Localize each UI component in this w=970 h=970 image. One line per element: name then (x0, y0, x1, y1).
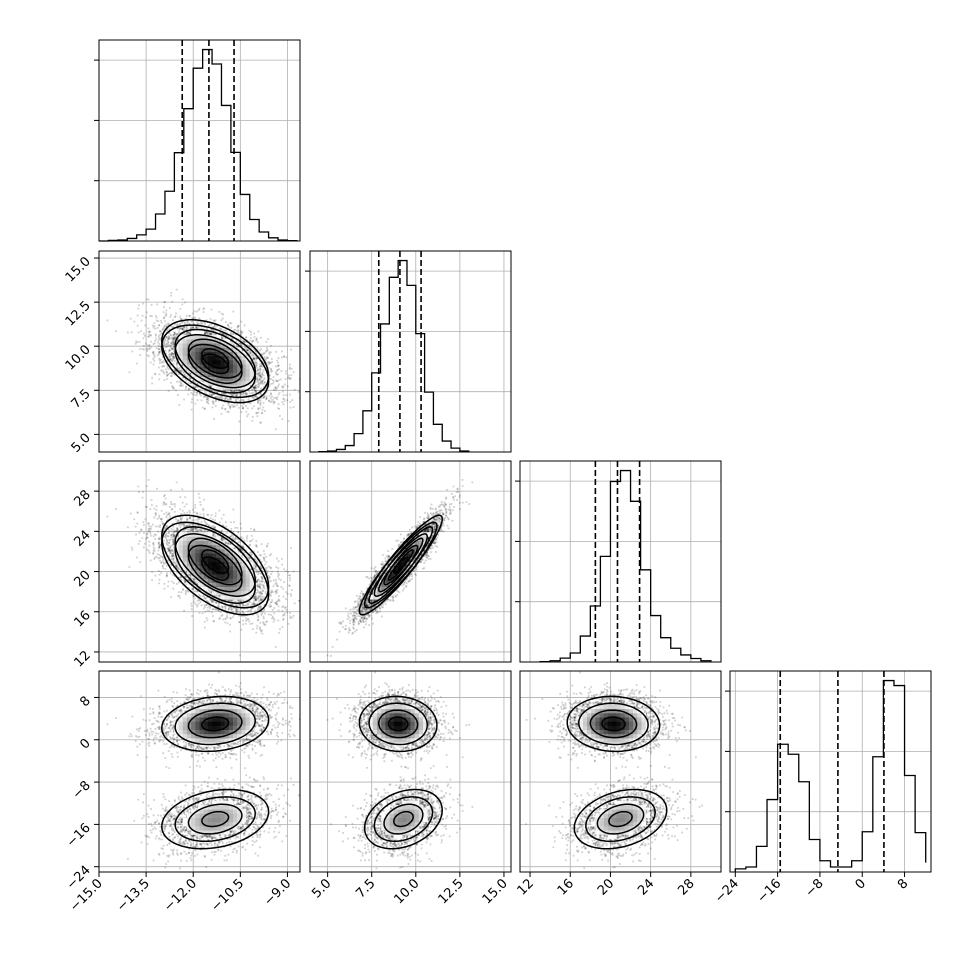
panel-3-2 (519, 670, 722, 873)
panel-1-1 (305, 250, 512, 453)
y-tick-label: 8 (77, 694, 93, 710)
x-tick-label: 10.0 (392, 876, 423, 907)
y-tick-label: 15.0 (63, 254, 94, 285)
panel-frame (519, 460, 722, 663)
panel-3-0 (98, 670, 301, 873)
panel-2-2 (515, 460, 722, 663)
panel-3-1 (309, 670, 512, 873)
panel-frame (98, 250, 301, 453)
x-tick-label: 0 (853, 876, 869, 892)
contour-lines (358, 514, 443, 616)
y-tick-label: −16 (64, 821, 94, 851)
panel-0-0 (94, 39, 301, 242)
contour-lines (161, 319, 270, 404)
x-tick-label: −16 (754, 876, 784, 906)
y-tick-label: 28 (72, 487, 94, 509)
panel-frame (519, 670, 722, 873)
x-tick-label: 16 (555, 876, 577, 898)
panel-frame (98, 670, 301, 873)
scatter-points (326, 671, 474, 870)
histogram-step (734, 679, 927, 872)
x-tick-label: 7.5 (353, 876, 378, 901)
x-tick-label: −24 (712, 876, 742, 906)
histogram-step (539, 469, 712, 663)
x-tick-label: 28 (675, 876, 697, 898)
contour-lines (358, 695, 443, 850)
histogram-step (99, 48, 298, 242)
x-tick-label: −8 (803, 876, 827, 900)
y-tick-label: 24 (72, 528, 94, 550)
y-tick-label: 12.5 (63, 298, 94, 329)
y-tick-label: 20 (72, 568, 94, 590)
x-tick-label: −10.5 (208, 876, 247, 915)
panel-2-0 (98, 460, 301, 663)
contour-lines (161, 514, 270, 616)
contour-lines (566, 695, 668, 850)
x-tick-label: −13.5 (114, 876, 153, 915)
x-tick-label: −9.0 (261, 876, 294, 909)
density-cells (578, 704, 651, 839)
panel-frame (98, 39, 301, 242)
x-tick-label: −12.0 (161, 876, 200, 915)
y-tick-label: −8 (70, 778, 94, 802)
x-tick-label: 20 (595, 876, 617, 898)
x-tick-label: 12.5 (436, 876, 467, 907)
x-tick-label: 5.0 (309, 876, 334, 901)
panel-1-0 (98, 250, 301, 453)
y-tick-label: 10.0 (63, 342, 94, 373)
x-tick-label: 12 (515, 876, 537, 898)
contour-lines (161, 695, 270, 850)
density-cells (368, 704, 428, 839)
y-tick-label: 7.5 (69, 387, 94, 412)
panel-frame (98, 460, 301, 663)
histogram-step (318, 259, 470, 453)
panel-3-3 (725, 670, 932, 873)
panel-frame (309, 250, 512, 453)
y-tick-label: 12 (72, 648, 94, 670)
panel-frame (309, 670, 512, 873)
y-tick-label: 5.0 (69, 431, 94, 456)
x-tick-label: 8 (895, 876, 911, 892)
panel-frame (729, 670, 932, 873)
y-tick-label: 0 (77, 736, 93, 752)
panel-2-1 (309, 460, 512, 663)
scatter-points (525, 671, 704, 870)
y-tick-label: 16 (72, 608, 94, 630)
panel-frame (309, 460, 512, 663)
x-tick-label: 15.0 (480, 876, 511, 907)
x-tick-label: 24 (635, 876, 657, 898)
